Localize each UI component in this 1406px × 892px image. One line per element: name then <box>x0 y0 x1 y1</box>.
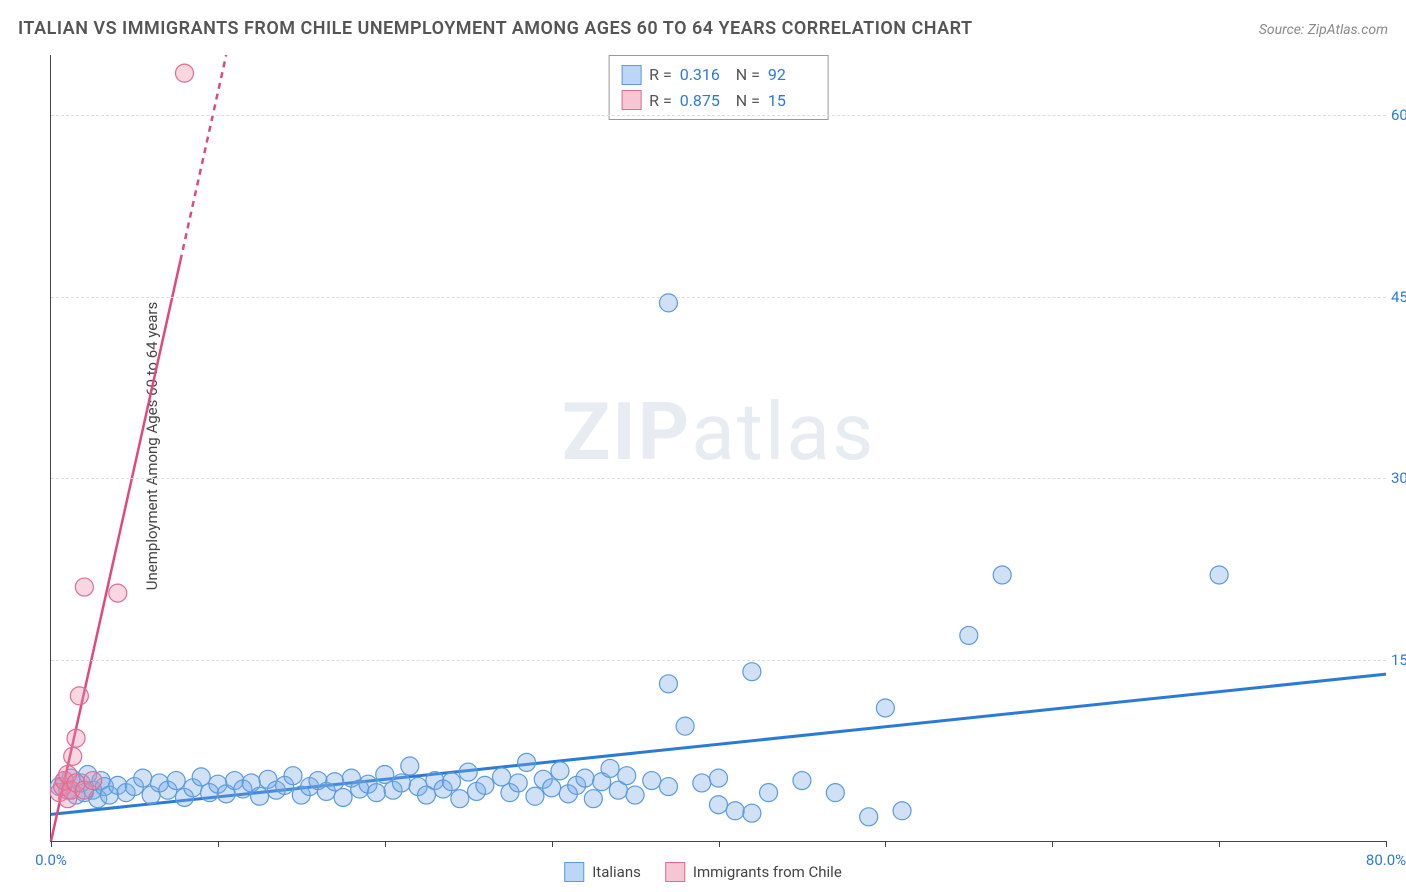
point-italians <box>993 566 1011 584</box>
point-italians <box>367 784 385 802</box>
point-italians <box>443 773 461 791</box>
point-italians <box>284 767 302 785</box>
point-chile <box>70 687 88 705</box>
point-italians <box>743 663 761 681</box>
point-chile <box>176 64 194 82</box>
point-italians <box>893 802 911 820</box>
stat-r-label: R = <box>649 88 672 114</box>
point-italians <box>518 753 536 771</box>
point-italians <box>584 790 602 808</box>
x-tick <box>552 841 553 847</box>
point-italians <box>826 784 844 802</box>
x-tick <box>51 841 52 847</box>
x-tick <box>719 841 720 847</box>
point-italians <box>726 802 744 820</box>
x-tick <box>885 841 886 847</box>
point-chile <box>109 584 127 602</box>
point-italians <box>618 767 636 785</box>
point-italians <box>509 774 527 792</box>
point-italians <box>476 776 494 794</box>
point-italians <box>710 769 728 787</box>
point-italians <box>326 773 344 791</box>
chart-svg <box>51 55 1386 841</box>
point-italians <box>793 772 811 790</box>
legend-swatch <box>564 862 584 882</box>
point-italians <box>576 769 594 787</box>
point-italians <box>960 626 978 644</box>
y-tick-label: 30.0% <box>1391 469 1406 487</box>
point-chile <box>75 578 93 596</box>
point-chile <box>67 729 85 747</box>
point-italians <box>543 779 561 797</box>
x-tick <box>1386 841 1387 847</box>
point-chile <box>64 747 82 765</box>
point-italians <box>392 774 410 792</box>
x-tick <box>218 841 219 847</box>
gridline <box>51 297 1386 298</box>
x-tick <box>1052 841 1053 847</box>
point-italians <box>659 675 677 693</box>
point-italians <box>760 784 778 802</box>
chart-title: ITALIAN VS IMMIGRANTS FROM CHILE UNEMPLO… <box>18 18 973 39</box>
x-tick-label: 80.0% <box>1366 851 1406 869</box>
stats-row: R = 0.316 N = 92 <box>621 62 816 88</box>
stat-r-value: 0.316 <box>680 62 728 88</box>
stats-swatch <box>621 90 641 110</box>
x-tick <box>1219 841 1220 847</box>
legend-label: Italians <box>592 863 641 881</box>
legend-label: Immigrants from Chile <box>693 863 842 881</box>
legend-swatch <box>665 862 685 882</box>
y-tick-label: 60.0% <box>1391 106 1406 124</box>
point-italians <box>626 786 644 804</box>
point-italians <box>459 763 477 781</box>
point-italians <box>676 717 694 735</box>
point-italians <box>551 762 569 780</box>
chart-header: ITALIAN VS IMMIGRANTS FROM CHILE UNEMPLO… <box>18 18 1388 39</box>
point-italians <box>743 804 761 822</box>
bottom-legend: Italians Immigrants from Chile <box>564 862 842 882</box>
stat-r-label: R = <box>649 62 672 88</box>
stat-n-value: 92 <box>768 62 816 88</box>
point-italians <box>334 788 352 806</box>
point-italians <box>493 768 511 786</box>
gridline <box>51 478 1386 479</box>
point-italians <box>167 772 185 790</box>
plot-area: ZIPatlas R =0.316N =92R =0.875N =15 15.0… <box>50 55 1386 842</box>
point-italians <box>693 774 711 792</box>
x-tick <box>385 841 386 847</box>
point-italians <box>134 769 152 787</box>
point-italians <box>710 796 728 814</box>
point-italians <box>876 699 894 717</box>
point-italians <box>526 787 544 805</box>
stat-n-value: 15 <box>768 88 816 114</box>
point-italians <box>1210 566 1228 584</box>
stats-row: R = 0.875 N = 15 <box>621 88 816 114</box>
point-italians <box>659 778 677 796</box>
chart-source: Source: ZipAtlas.com <box>1259 22 1388 38</box>
stat-n-label: N = <box>736 88 760 114</box>
legend-item: Immigrants from Chile <box>665 862 842 882</box>
legend-item: Italians <box>564 862 641 882</box>
point-italians <box>451 790 469 808</box>
y-tick-label: 15.0% <box>1391 651 1406 669</box>
stats-swatch <box>621 65 641 85</box>
point-italians <box>860 808 878 826</box>
stat-n-label: N = <box>736 62 760 88</box>
point-italians <box>401 757 419 775</box>
y-tick-label: 45.0% <box>1391 288 1406 306</box>
point-italians <box>643 772 661 790</box>
point-italians <box>192 768 210 786</box>
point-italians <box>251 787 269 805</box>
stats-box: R = 0.316 N = 92 R = 0.875 N = 15 <box>608 55 829 120</box>
trend-line-chile-dashed <box>180 55 226 261</box>
stat-r-value: 0.875 <box>680 88 728 114</box>
point-chile <box>84 772 102 790</box>
x-tick-label: 0.0% <box>35 851 67 869</box>
point-italians <box>601 759 619 777</box>
gridline <box>51 115 1386 116</box>
gridline <box>51 660 1386 661</box>
point-italians <box>376 765 394 783</box>
